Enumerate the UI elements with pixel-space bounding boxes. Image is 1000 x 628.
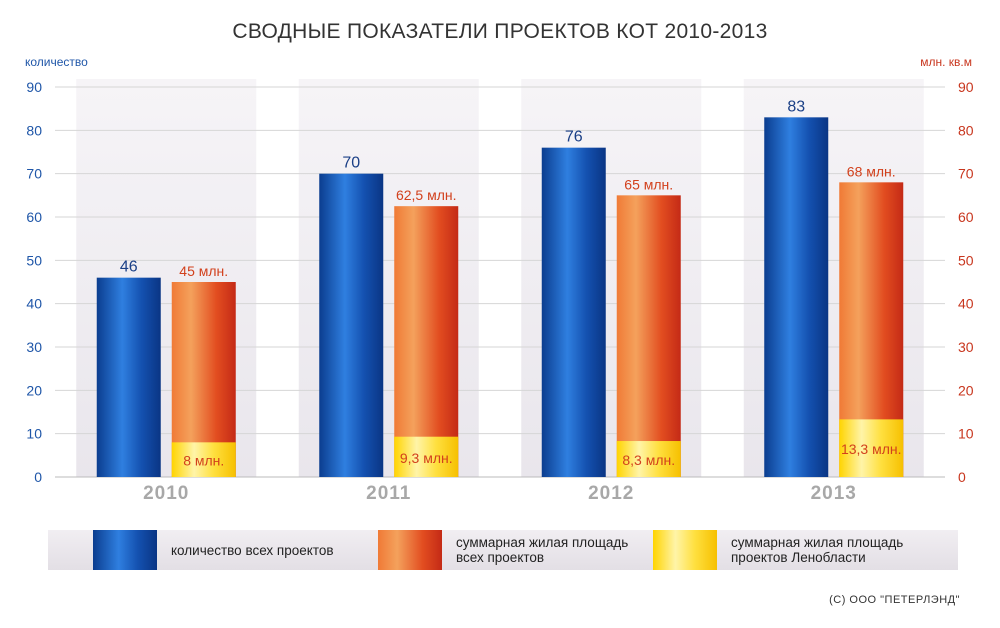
data-label-total-area-2010: 45 млн. xyxy=(179,263,228,279)
bar-leningrad-area-2012 xyxy=(616,441,681,477)
data-label-count-2012: 76 xyxy=(565,129,583,146)
left-tick-label: 80 xyxy=(26,122,42,138)
bar-count-2010 xyxy=(96,277,161,477)
right-tick-label: 0 xyxy=(958,469,966,485)
copyright: (С) ООО "ПЕТЕРЛЭНД" xyxy=(829,594,960,606)
legend-label-count: количество всех проектов xyxy=(171,542,334,558)
right-tick-label: 90 xyxy=(958,79,974,95)
data-label-total-area-2013: 68 млн. xyxy=(847,163,896,179)
right-tick-label: 80 xyxy=(958,122,974,138)
data-label-count-2011: 70 xyxy=(342,155,360,172)
data-label-leningrad-area-2010: 8 млн. xyxy=(183,453,224,469)
legend-item-leningrad-area: суммарная жилая площадь проектов Ленобла… xyxy=(653,530,931,570)
category-label-2013: 2013 xyxy=(811,483,857,504)
left-tick-label: 0 xyxy=(34,469,42,485)
bar-total-area-2012 xyxy=(616,195,681,478)
right-tick-label: 40 xyxy=(958,296,974,312)
data-label-leningrad-area-2013: 13,3 млн. xyxy=(841,441,902,457)
legend-swatch-yellow xyxy=(653,530,717,570)
left-tick-label: 40 xyxy=(26,296,42,312)
chart-title: СВОДНЫЕ ПОКАЗАТЕЛИ ПРОЕКТОВ КОТ 2010-201… xyxy=(232,20,768,43)
bar-leningrad-area-2013 xyxy=(839,419,904,477)
bar-count-2011 xyxy=(319,173,384,477)
left-tick-label: 10 xyxy=(26,426,42,442)
legend-item-total-area: суммарная жилая площадь всех проектов xyxy=(378,530,636,570)
category-label-2011: 2011 xyxy=(366,483,411,504)
left-axis-label: количество xyxy=(25,55,88,69)
left-tick-label: 70 xyxy=(26,166,42,182)
category-label-2010: 2010 xyxy=(143,483,189,504)
data-label-total-area-2012: 65 млн. xyxy=(624,176,673,192)
right-tick-label: 10 xyxy=(958,426,974,442)
right-tick-label: 20 xyxy=(958,382,974,398)
category-label-2012: 2012 xyxy=(588,483,634,504)
left-tick-label: 90 xyxy=(26,79,42,95)
data-label-count-2013: 83 xyxy=(787,98,805,115)
right-axis-label: млн. кв.м xyxy=(920,55,972,69)
legend-label-total-area: суммарная жилая площадь всех проектов xyxy=(456,535,629,565)
data-label-total-area-2011: 62,5 млн. xyxy=(396,187,457,203)
right-tick-label: 30 xyxy=(958,339,974,355)
right-tick-label: 60 xyxy=(958,209,974,225)
right-tick-label: 70 xyxy=(958,166,974,182)
legend-swatch-orange xyxy=(378,530,442,570)
left-tick-label: 30 xyxy=(26,339,42,355)
right-tick-label: 50 xyxy=(958,252,974,268)
data-label-leningrad-area-2011: 9,3 млн. xyxy=(400,450,453,466)
data-label-count-2010: 46 xyxy=(120,259,138,276)
legend-swatch-blue xyxy=(93,530,157,570)
data-label-leningrad-area-2012: 8,3 млн. xyxy=(622,452,675,468)
bar-total-area-2011 xyxy=(394,206,459,477)
left-tick-label: 20 xyxy=(26,382,42,398)
bar-leningrad-area-2010 xyxy=(171,442,236,477)
legend: количество всех проектов суммарная жилая… xyxy=(48,530,958,570)
left-tick-label: 50 xyxy=(26,252,42,268)
bar-count-2013 xyxy=(764,117,829,477)
bar-count-2012 xyxy=(541,147,606,477)
legend-item-count: количество всех проектов xyxy=(93,530,361,570)
bar-leningrad-area-2011 xyxy=(394,436,459,477)
left-tick-label: 60 xyxy=(26,209,42,225)
legend-label-leningrad-area: суммарная жилая площадь проектов Ленобла… xyxy=(731,535,904,565)
